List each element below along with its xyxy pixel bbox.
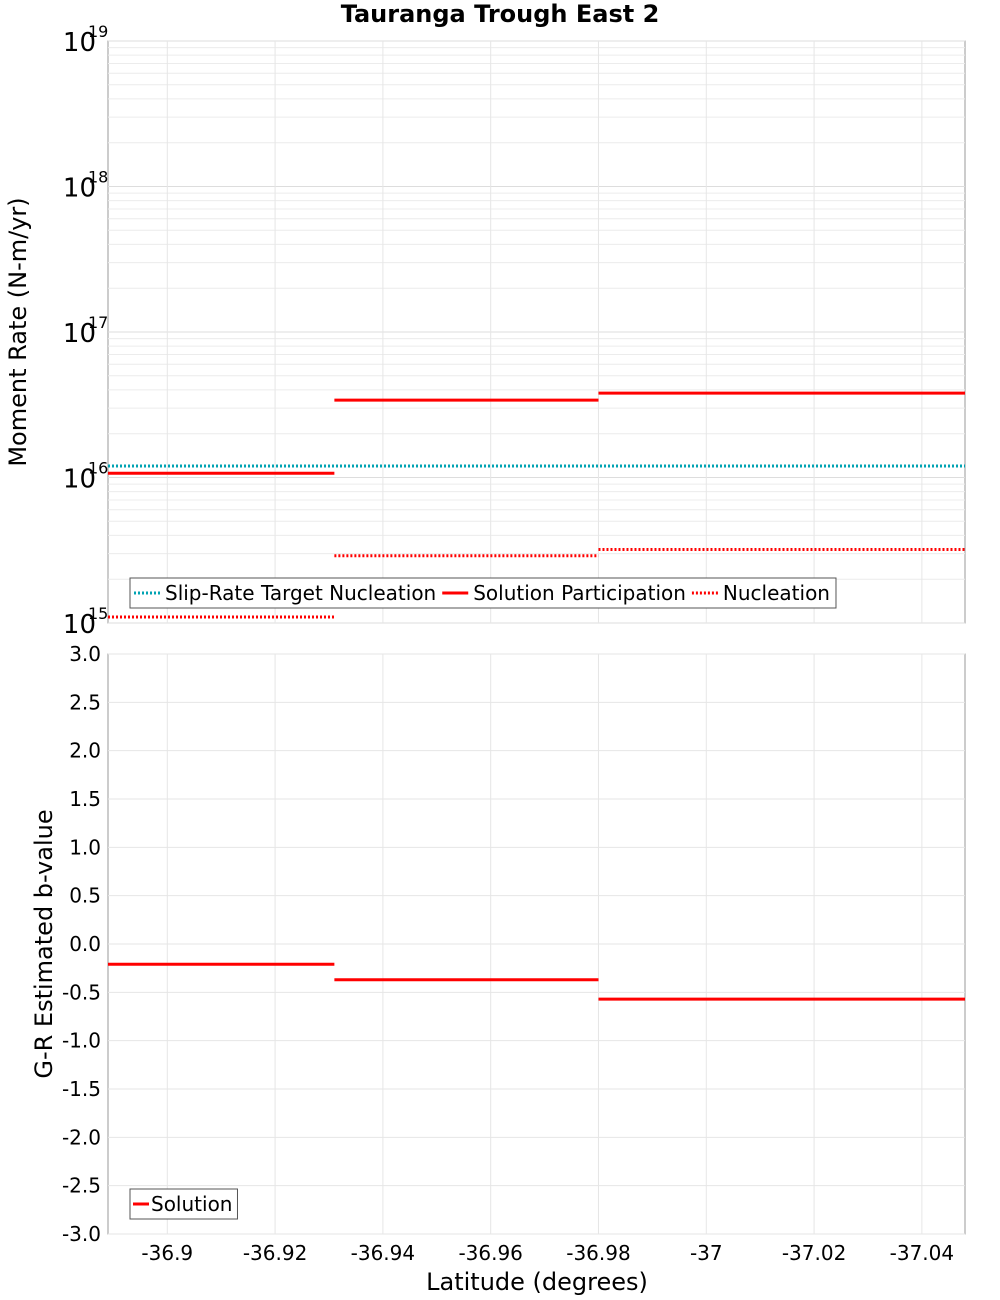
y-tick-exponent: 17	[88, 313, 108, 332]
y-tick-exponent: 19	[88, 22, 108, 41]
x-tick-label: -36.96	[458, 1241, 522, 1265]
latitude-x-ticks: -36.9 -36.92 -36.94 -36.96 -36.98 -37 -37.02 -3…	[141, 1241, 954, 1265]
nucleation-legend-label: Nucleation	[723, 581, 830, 605]
y-tick-base: 10	[63, 465, 96, 495]
y-tick-exponent: 16	[88, 459, 108, 478]
y-tick-label: 1.5	[69, 787, 101, 811]
x-tick-label: -36.98	[566, 1241, 630, 1265]
y-tick-label: -3.0	[62, 1222, 101, 1246]
b-value-y-ticks: 3.0 2.5 2.0 1.5 1.0 0.5 0.0 -0.5 -1.0 -1.5 -2.0 -2.…	[62, 642, 101, 1246]
chart-title: Tauranga Trough East 2	[341, 0, 660, 28]
y-tick-label: -2.0	[62, 1125, 101, 1149]
y-tick-label: 2.0	[69, 739, 101, 763]
b-value-panel: 3.0 2.5 2.0 1.5 1.0 0.5 0.0 -0.5 -1.0 -1.5 -2.0 -2.…	[30, 642, 966, 1296]
b-value-legend: Solution	[129, 1188, 238, 1220]
y-tick-label: 2.5	[69, 690, 101, 714]
moment-rate-legend: Slip-Rate Target Nucleation Solution Part…	[129, 577, 837, 609]
solution-legend-label: Solution	[151, 1192, 232, 1216]
y-tick-base: 10	[63, 174, 96, 204]
y-tick-base: 10	[63, 319, 96, 349]
y-tick-base: 10	[63, 28, 96, 58]
slip-rate-target-nucleation-legend-label: Slip-Rate Target Nucleation	[165, 581, 436, 605]
y-tick-exponent: 18	[88, 168, 108, 187]
x-tick-label: -36.9	[141, 1241, 193, 1265]
y-tick-label: 3.0	[69, 642, 101, 666]
moment-rate-y-axis-label: Moment Rate (N-m/yr)	[4, 197, 32, 466]
y-tick-label: 1.0	[69, 835, 101, 859]
x-tick-label: -36.92	[243, 1241, 307, 1265]
x-tick-label: -37.04	[890, 1241, 954, 1265]
y-tick-label: -0.5	[62, 980, 101, 1004]
x-tick-label: -36.94	[351, 1241, 415, 1265]
moment-rate-series	[108, 391, 965, 619]
y-tick-label: -2.5	[62, 1174, 101, 1198]
solution-participation-legend-label: Solution Participation	[473, 581, 686, 605]
b-value-y-axis-label: G-R Estimated b-value	[30, 809, 58, 1078]
y-tick-label: -1.0	[62, 1029, 101, 1053]
x-tick-label: -37	[690, 1241, 723, 1265]
legend-box	[129, 577, 837, 609]
y-tick-exponent: 15	[88, 604, 108, 623]
y-tick-label: -1.5	[62, 1077, 101, 1101]
y-tick-base: 10	[63, 610, 96, 640]
y-tick-label: 0.5	[69, 884, 101, 908]
y-tick-label: 0.0	[69, 932, 101, 956]
x-tick-label: -37.02	[782, 1241, 846, 1265]
x-axis-label: Latitude (degrees)	[426, 1268, 648, 1296]
b-value-series	[108, 962, 965, 1001]
b-value-grid	[108, 653, 965, 1235]
